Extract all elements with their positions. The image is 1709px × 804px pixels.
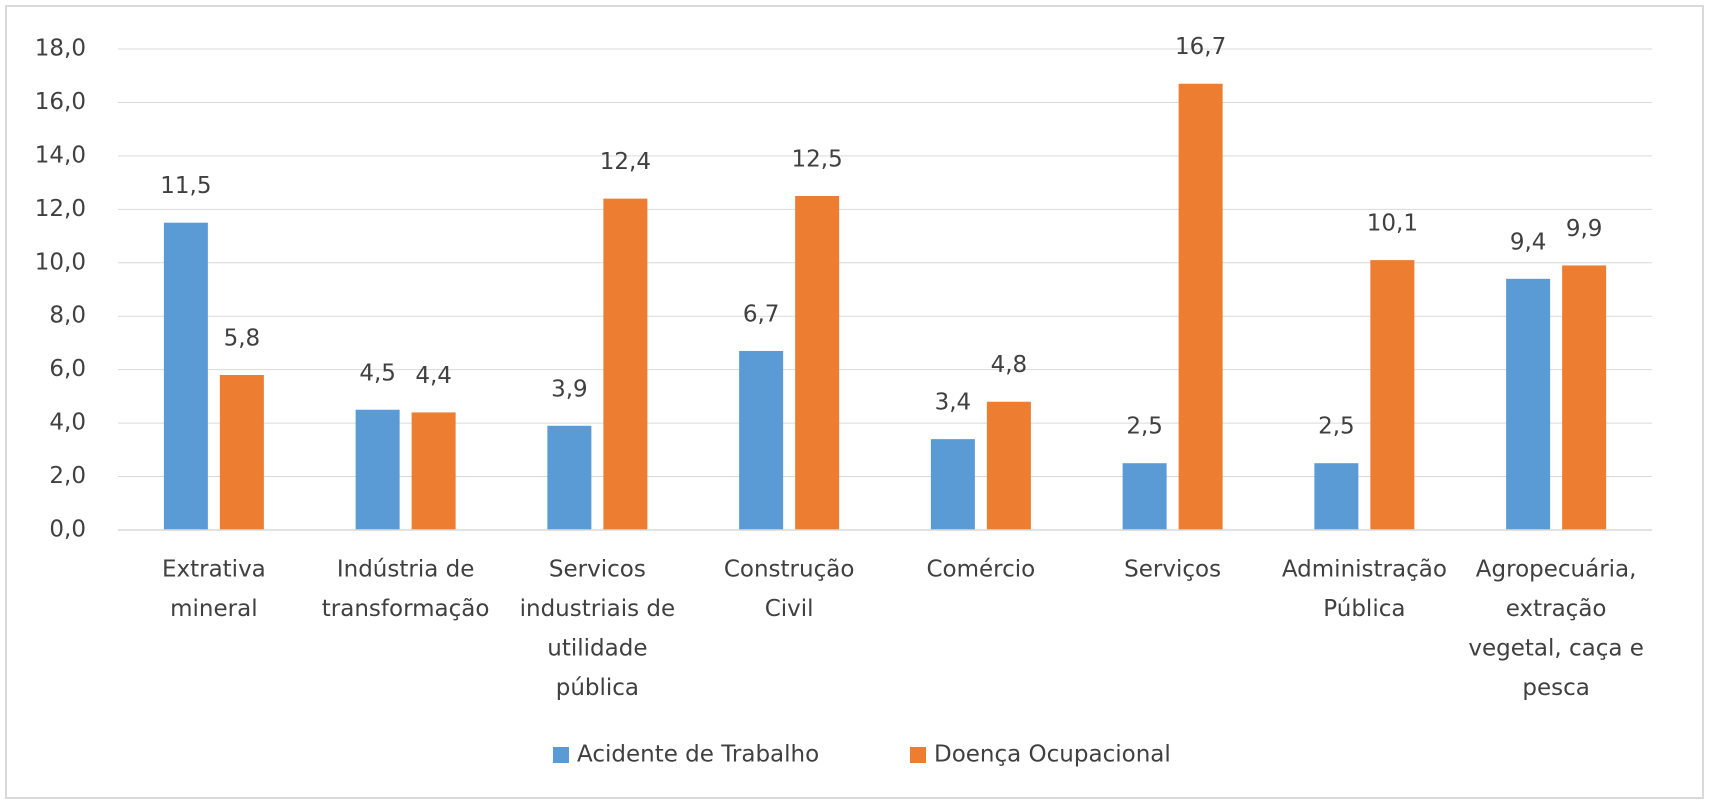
legend-swatch	[910, 747, 926, 763]
value-label: 3,4	[935, 390, 972, 416]
bar	[603, 198, 648, 530]
x-tick-label: Extrativa	[162, 557, 266, 583]
x-tick-label: Indústria de	[337, 557, 475, 583]
x-tick-label: transformação	[322, 596, 490, 622]
value-label: 9,9	[1566, 216, 1603, 242]
value-label: 12,4	[600, 149, 651, 175]
x-tick-label: industriais de	[520, 596, 676, 622]
x-tick-label: utilidade	[547, 636, 647, 662]
bar	[219, 375, 264, 530]
value-label: 4,5	[359, 360, 396, 386]
x-tick-label: Construção	[724, 557, 855, 583]
bar	[986, 401, 1031, 530]
bar	[1506, 278, 1551, 530]
y-tick-label: 6,0	[49, 356, 86, 382]
bar	[547, 425, 592, 530]
bar	[1122, 463, 1167, 530]
value-label: 11,5	[160, 173, 211, 199]
bar	[930, 439, 975, 530]
legend-label: Doença Ocupacional	[934, 742, 1171, 768]
y-tick-label: 8,0	[49, 303, 86, 329]
bar	[355, 409, 400, 530]
y-tick-label: 2,0	[49, 463, 86, 489]
bar	[1562, 265, 1607, 530]
legend-swatch	[553, 747, 569, 763]
y-tick-label: 12,0	[35, 196, 86, 222]
x-tick-label: extração	[1506, 596, 1607, 622]
x-tick-label: Pública	[1323, 596, 1405, 622]
x-tick-label: Civil	[765, 596, 814, 622]
y-tick-label: 16,0	[35, 89, 86, 115]
value-label: 6,7	[743, 301, 780, 327]
bar	[411, 412, 456, 530]
value-label: 2,5	[1126, 414, 1163, 440]
value-label: 4,8	[991, 352, 1028, 378]
bar	[795, 195, 840, 530]
x-tick-label: pesca	[1522, 675, 1589, 701]
bar	[1370, 260, 1415, 530]
legend-label: Acidente de Trabalho	[577, 742, 819, 768]
value-label: 10,1	[1367, 211, 1418, 237]
y-tick-label: 0,0	[49, 517, 86, 543]
y-tick-label: 4,0	[49, 410, 86, 436]
value-label: 12,5	[792, 146, 843, 172]
y-tick-label: 18,0	[35, 36, 86, 62]
x-tick-label: Agropecuária,	[1476, 557, 1637, 583]
value-label: 9,4	[1510, 229, 1547, 255]
bar	[163, 222, 208, 530]
value-label: 16,7	[1175, 34, 1226, 60]
value-label: 5,8	[224, 326, 261, 352]
x-tick-label: mineral	[170, 596, 257, 622]
value-label: 2,5	[1318, 414, 1355, 440]
x-tick-label: Administração	[1282, 557, 1447, 583]
x-tick-label: pública	[556, 675, 639, 701]
bar	[1178, 83, 1223, 530]
bar	[1314, 463, 1359, 530]
value-label: 4,4	[415, 363, 452, 389]
y-tick-label: 10,0	[35, 249, 86, 275]
chart-border	[5, 5, 1704, 799]
bar	[739, 350, 784, 530]
x-tick-label: Servicos	[549, 557, 646, 583]
x-tick-label: Comércio	[927, 557, 1036, 583]
x-tick-label: vegetal, caça e	[1468, 636, 1644, 662]
y-tick-label: 14,0	[35, 142, 86, 168]
value-label: 3,9	[551, 376, 588, 402]
x-tick-label: Serviços	[1124, 557, 1221, 583]
